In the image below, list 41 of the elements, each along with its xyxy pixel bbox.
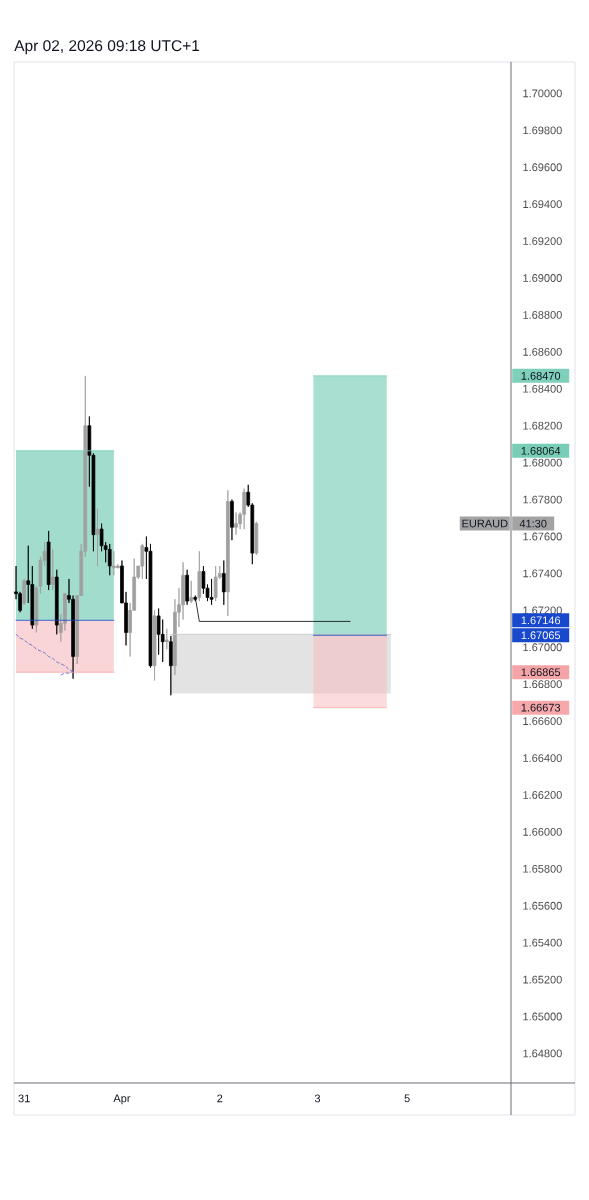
chart-title: Apr 02, 2026 09:18 UTC+1 [14,40,200,55]
y-tick-label: 1.66865 [521,668,561,677]
y-tick-label: 1.68400 [523,384,562,393]
y-tick-label: 1.65200 [523,975,562,984]
y-tick-label: 1.67400 [523,569,562,578]
y-tick-label: 1.66600 [523,717,562,726]
y-tick-label: 1.66000 [523,827,562,836]
y-tick-label: 1.69000 [523,274,562,282]
y-tick-label: 1.68000 [523,458,562,467]
y-tick-label: 1.69800 [523,126,562,135]
x-tick-label: Apr [113,1094,131,1105]
y-tick-label: 1.69200 [523,237,562,245]
x-tick-label: 3 [314,1094,321,1103]
y-tick-label: 1.66200 [523,791,562,799]
x-tick-label: 2 [217,1094,223,1103]
y-tick-label: 1.65800 [523,864,562,873]
x-tick-label: 5 [404,1094,410,1103]
y-tick-label: 1.64800 [523,1049,562,1058]
y-tick-label: 1.68200 [523,421,562,430]
y-tick-label: 1.67600 [523,532,562,541]
text: 41:30 [519,519,547,528]
y-tick-label: 1.67000 [523,643,562,652]
y-tick-label: 1.67800 [523,495,562,504]
y-tick-label: 1.68600 [523,347,562,356]
y-tick-label: 1.70000 [523,89,562,98]
y-tick-label: 1.68470 [521,371,561,380]
y-tick-label: 1.65400 [523,938,562,947]
legend-label: EURAUD [462,519,508,528]
y-tick-label: 1.67146 [521,616,561,625]
y-tick-label: 1.69600 [523,163,562,172]
y-tick-label: 1.66673 [521,703,561,712]
y-tick-label: 1.67200 [523,606,562,615]
x-tick-label: 31 [18,1094,30,1103]
y-tick-label: 1.66800 [523,680,562,689]
y-tick-label: 1.66400 [523,754,562,762]
y-tick-label: 1.69400 [523,200,562,209]
y-tick-label: 1.67065 [521,631,561,640]
y-tick-label: 1.68064 [521,446,561,455]
y-tick-label: 1.65000 [523,1012,562,1021]
y-tick-label: 1.65600 [523,901,562,910]
y-tick-label: 1.68800 [523,311,562,319]
